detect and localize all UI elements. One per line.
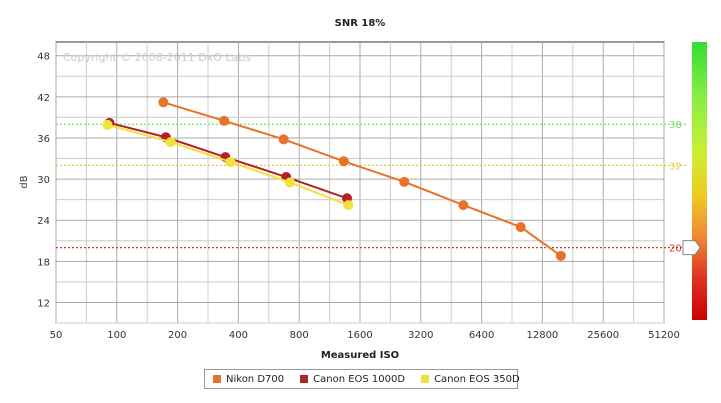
data-series <box>102 97 566 261</box>
series-0 <box>158 97 566 261</box>
x-tick-label: 25600 <box>587 330 619 341</box>
x-tick-label: 6400 <box>469 330 494 341</box>
legend-swatch <box>213 375 221 383</box>
data-point <box>165 137 176 148</box>
data-point <box>338 156 349 167</box>
data-point <box>225 156 236 167</box>
series-2 <box>102 119 354 211</box>
data-point <box>284 177 295 188</box>
legend-item-nikon-d700[interactable]: Nikon D700 <box>213 374 284 385</box>
x-tick-label: 800 <box>290 330 309 341</box>
y-tick-label: 12 <box>37 298 50 309</box>
reference-lines: 38 32 20 <box>56 120 686 255</box>
scale-marker[interactable] <box>682 240 701 256</box>
y-tick-label: 42 <box>37 93 50 104</box>
y-tick-label: 24 <box>37 216 50 227</box>
watermark: Copyright © 2008-2011 DxO Labs <box>63 51 251 64</box>
legend-label: Canon EOS 1000D <box>313 373 406 385</box>
x-axis-label: Measured ISO <box>321 350 399 361</box>
data-point <box>458 200 469 211</box>
data-point <box>102 119 113 130</box>
legend-label: Nikon D700 <box>226 373 285 385</box>
dxo-scale-bar <box>692 42 707 320</box>
x-tick-label: 100 <box>107 330 126 341</box>
y-axis-label: dB <box>19 175 30 188</box>
legend-item-canon-eos-1000d[interactable]: Canon EOS 1000D <box>300 374 405 385</box>
reference-label: 32 <box>669 161 682 172</box>
reference-label: 38 <box>669 120 682 131</box>
data-point <box>278 134 289 145</box>
x-tick-label: 1600 <box>347 330 372 341</box>
y-tick-label: 30 <box>37 175 50 186</box>
data-point <box>515 222 526 233</box>
axis-ticks: 50 100 200 400 800 1600 3200 6400 12800 25600 5120… <box>37 52 680 341</box>
legend-swatch <box>300 375 309 383</box>
x-tick-label: 400 <box>229 330 248 341</box>
x-tick-label: 51200 <box>648 330 680 341</box>
data-point <box>343 200 354 211</box>
reference-label: 20 <box>669 244 682 255</box>
y-tick-label: 36 <box>37 134 50 145</box>
x-tick-label: 12800 <box>526 330 558 341</box>
grid-lines <box>55 42 665 324</box>
x-tick-label: 3200 <box>408 330 433 341</box>
legend-swatch <box>421 375 430 383</box>
data-point <box>555 250 566 261</box>
y-tick-label: 48 <box>37 52 50 63</box>
chart-title: SNR 18% <box>335 18 386 29</box>
data-point <box>399 176 410 187</box>
x-tick-label: 200 <box>168 330 187 341</box>
data-point <box>158 97 169 108</box>
chart-legend: Nikon D700 Canon EOS 1000D Canon EOS 350… <box>204 369 520 389</box>
legend-item-canon-eos-350d[interactable]: Canon EOS 350D <box>421 374 520 385</box>
x-tick-label: 50 <box>50 330 63 341</box>
y-tick-label: 18 <box>37 257 50 268</box>
series-line <box>163 101 562 257</box>
legend-label: Canon EOS 350D <box>434 373 520 385</box>
data-point <box>219 115 230 126</box>
